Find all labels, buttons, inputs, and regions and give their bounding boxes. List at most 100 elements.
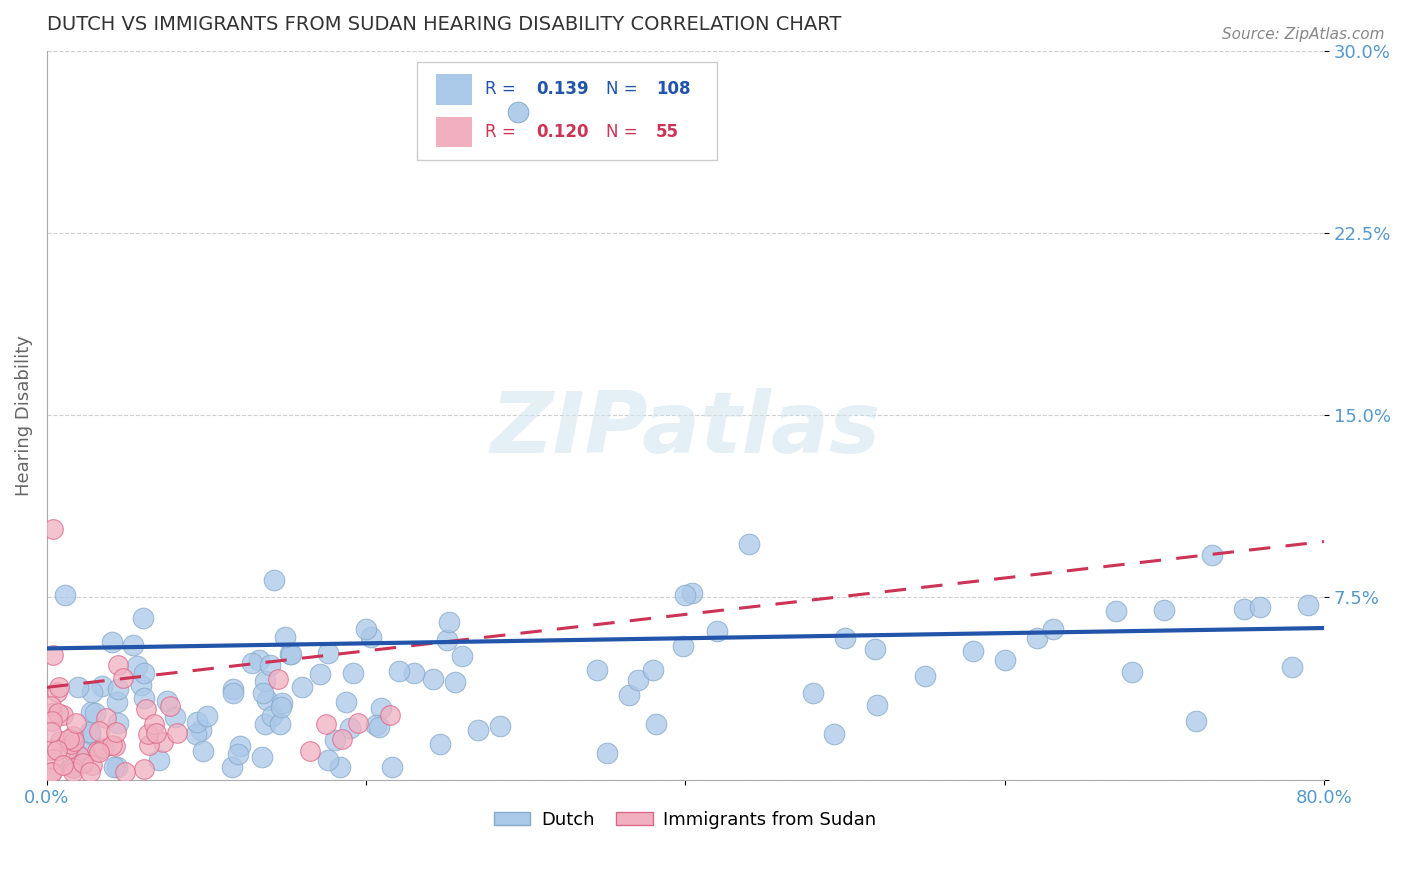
Point [863,642,886,657]
Point [381,760,404,774]
Point [253,717,276,731]
Point [48,680,70,694]
Text: 55: 55 [657,123,679,141]
Point [39,743,62,757]
Point [132,611,155,625]
Point [62,765,84,780]
Point [370,700,392,714]
Text: R =: R = [485,123,520,141]
Point [1201,548,1223,562]
Point [278,647,301,661]
Point [42,522,65,536]
FancyBboxPatch shape [436,117,472,147]
Point [67,748,90,763]
Point [299,744,322,758]
Legend: Dutch, Immigrants from Sudan: Dutch, Immigrants from Sudan [486,804,884,836]
Point [105,760,128,774]
Point [1042,622,1064,636]
Point [270,699,292,714]
Point [671,639,693,653]
Point [73,745,96,759]
Point [39,725,62,739]
Point [269,717,291,731]
Point [681,586,703,600]
Point [644,716,666,731]
Point [138,738,160,752]
Text: DUTCH VS IMMIGRANTS FROM SUDAN HEARING DISABILITY CORRELATION CHART: DUTCH VS IMMIGRANTS FROM SUDAN HEARING D… [46,15,841,34]
Point [347,716,370,731]
Point [673,588,696,602]
Point [62,729,84,743]
Point [706,624,728,638]
Point [65,716,87,731]
Point [634,128,657,143]
Point [342,666,364,681]
Point [159,699,181,714]
Point [103,739,125,753]
Point [79,727,101,741]
Point [256,692,278,706]
Point [738,536,761,550]
Point [49,733,72,747]
Point [323,732,346,747]
Point [1249,599,1271,614]
Point [617,688,640,702]
Point [962,644,984,658]
Point [291,681,314,695]
Text: Source: ZipAtlas.com: Source: ZipAtlas.com [1222,27,1385,42]
Point [86,744,108,758]
Point [252,686,274,700]
Point [41,765,63,780]
Point [166,726,188,740]
Point [823,727,845,741]
Point [586,663,609,677]
Point [221,760,243,774]
Point [1281,659,1303,673]
Point [72,756,94,770]
Point [267,672,290,686]
Point [1185,714,1208,728]
Point [309,667,332,681]
Point [41,714,63,728]
Point [100,738,122,752]
Point [107,715,129,730]
Point [45,685,67,699]
Point [79,725,101,739]
Point [364,718,387,732]
Point [52,708,75,723]
Point [79,706,101,720]
Point [62,762,84,776]
Point [271,696,294,710]
Point [122,638,145,652]
Point [148,753,170,767]
Point [107,658,129,673]
Point [467,723,489,737]
Point [58,742,80,756]
Point [437,615,460,629]
Point [274,630,297,644]
Point [65,745,87,759]
Point [506,104,529,119]
Point [134,762,156,776]
Point [1153,603,1175,617]
Point [60,737,83,751]
Point [1296,598,1319,612]
Point [339,721,361,735]
Point [134,666,156,681]
Point [41,648,63,662]
Text: 0.139: 0.139 [536,80,589,98]
Point [89,745,111,759]
Point [280,647,302,661]
Point [186,715,208,730]
Point [489,719,512,733]
Point [626,673,648,688]
Point [315,717,337,731]
Point [132,691,155,706]
Point [82,685,104,699]
Point [429,738,451,752]
Point [87,723,110,738]
Point [994,653,1017,667]
Point [45,743,67,757]
Point [226,747,249,762]
Point [240,657,263,671]
